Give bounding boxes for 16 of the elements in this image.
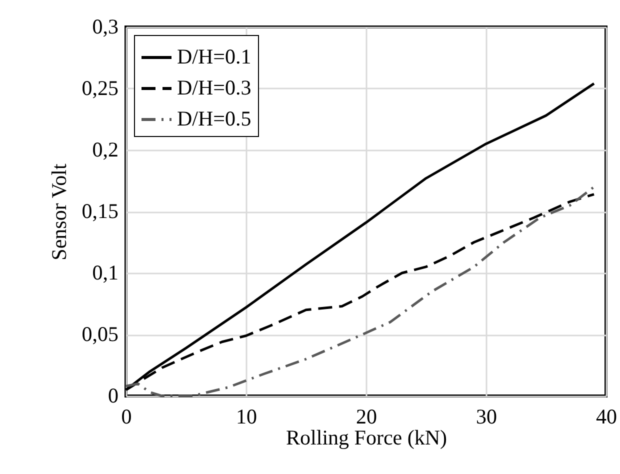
x-tick-label: 40 <box>596 404 617 428</box>
y-tick-label: 0 <box>108 384 118 408</box>
x-tick-label: 20 <box>356 404 377 428</box>
y-tick-label: 0,05 <box>82 322 118 346</box>
y-tick-label: 0,1 <box>92 260 118 284</box>
legend-label: D/H=0.1 <box>177 44 252 68</box>
y-tick-label: 0,2 <box>92 138 118 162</box>
x-tick-label: 10 <box>236 404 257 428</box>
y-tick-label: 0,3 <box>92 14 118 38</box>
y-tick-label: 0,15 <box>82 199 118 223</box>
y-axis-title: Sensor Volt <box>46 164 71 260</box>
x-axis-title: Rolling Force (kN) <box>286 426 447 450</box>
y-tick-label: 0,25 <box>82 76 118 100</box>
legend-label: D/H=0.3 <box>177 76 252 100</box>
x-tick-label: 30 <box>476 404 497 428</box>
legend-label: D/H=0.5 <box>177 106 252 130</box>
